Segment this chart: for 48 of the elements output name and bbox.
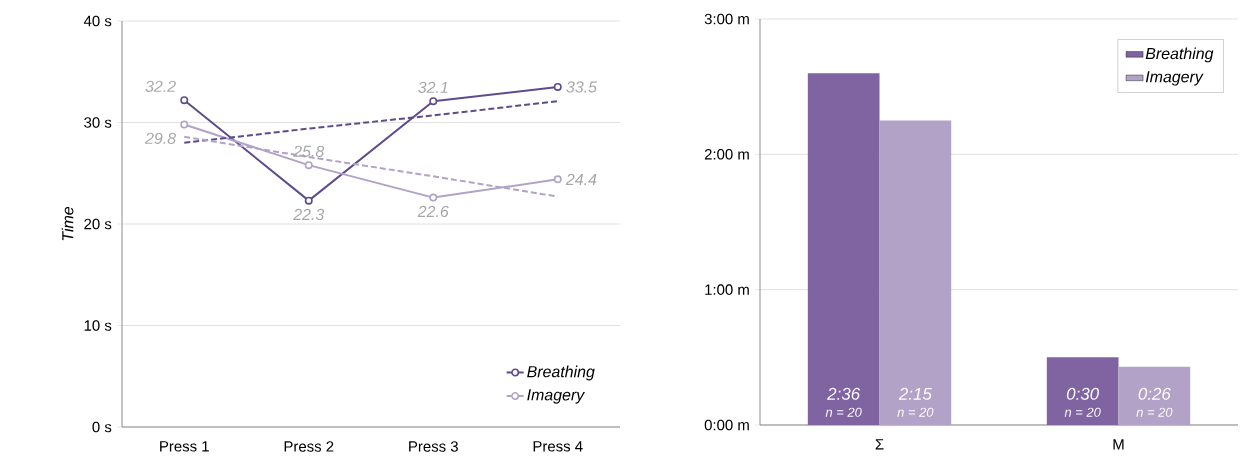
point (304, 161, 313, 170)
annotation: n = 20 (825, 407, 862, 417)
legend-label: Breathing (527, 365, 595, 381)
annotation: n = 20 (897, 407, 934, 417)
data-label: 2:36 (827, 387, 861, 400)
y-tick-label: 30 s (84, 117, 112, 128)
point (429, 97, 438, 106)
x-tick-label: Press 3 (409, 441, 458, 452)
y-axis-title: Time (61, 206, 74, 241)
y-tick-label: 40 s (83, 15, 112, 27)
legend-label: Breathing (1145, 47, 1214, 63)
bar (1046, 357, 1119, 425)
y-tick-label: 10 s (84, 320, 112, 331)
y-tick-label: 1:00 m (705, 284, 749, 295)
bar (879, 120, 952, 425)
annotation: n = 20 (1064, 407, 1101, 417)
x-tick-label: Press 4 (533, 441, 583, 452)
data-label: 25.8 (293, 145, 325, 157)
point (553, 175, 562, 184)
legend-label: Imagery (527, 389, 586, 404)
bar (807, 73, 880, 425)
data-label: 32.2 (145, 80, 176, 92)
data-label: 24.4 (565, 173, 597, 185)
bar (1118, 366, 1191, 425)
x-tick-label: Press 1 (160, 441, 209, 452)
data-label: 33.5 (566, 81, 597, 93)
x-tick-label: M (1113, 439, 1124, 450)
data-label: 29.8 (144, 132, 176, 144)
y-tick-label: 2:00 m (704, 149, 749, 160)
point (180, 96, 189, 105)
legend-label: Imagery (1145, 71, 1204, 86)
point (304, 196, 313, 205)
y-tick-label: 0 s (92, 421, 112, 433)
data-label: 22.3 (293, 208, 325, 221)
point (180, 120, 189, 129)
point (553, 82, 562, 91)
x-tick-label: Press 2 (284, 441, 334, 452)
x-tick-label: Σ (875, 439, 884, 450)
y-tick-label: 20 s (84, 218, 112, 230)
data-label: 32.1 (418, 81, 448, 93)
y-tick-label: 0:00 m (704, 419, 749, 431)
point (429, 193, 438, 202)
y-tick-label: 3:00 m (704, 13, 749, 25)
annotation: n = 20 (1136, 407, 1173, 417)
data-label: 2:15 (898, 387, 932, 400)
data-label: 0:30 (1066, 387, 1099, 400)
data-label: 22.6 (417, 205, 449, 218)
data-label: 0:26 (1138, 387, 1171, 400)
